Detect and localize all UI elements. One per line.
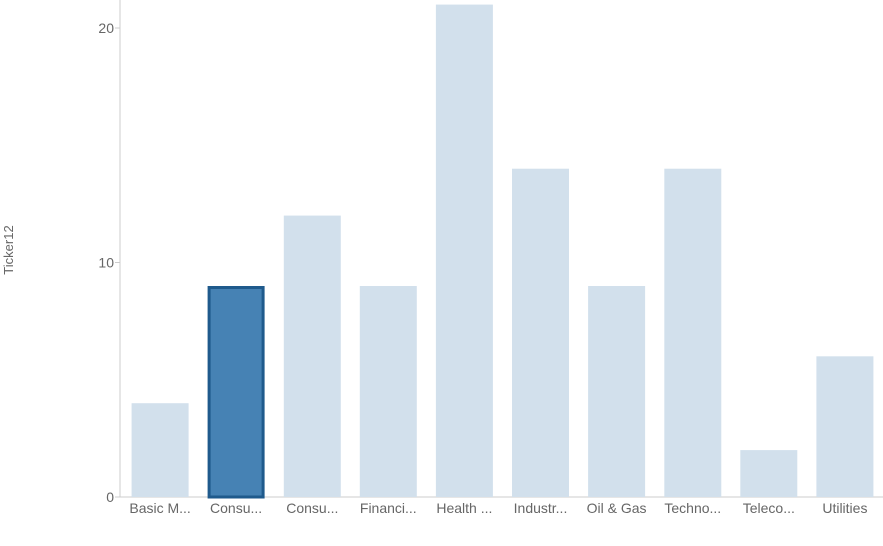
y-tick-labels: 0 10 20 (98, 20, 120, 505)
y-tick-label-0: 0 (106, 489, 114, 505)
category-label-9: Utilities (822, 500, 867, 516)
bar-1[interactable] (207, 286, 265, 499)
category-label-0: Basic M... (129, 500, 190, 516)
bar-9[interactable] (816, 356, 874, 497)
y-tick-label-1: 10 (98, 255, 114, 271)
bar-7[interactable] (664, 168, 722, 497)
category-label-8: Teleco... (743, 500, 795, 516)
category-labels: Basic M... Consu... Consu... Financi... Heal… (129, 500, 867, 516)
category-label-5: Industr... (514, 500, 568, 516)
y-tick-label-2: 20 (98, 20, 114, 36)
category-label-1: Consu... (210, 500, 262, 516)
bar-4[interactable] (435, 4, 493, 497)
bar-3[interactable] (359, 286, 417, 497)
bar-6[interactable] (588, 286, 646, 497)
bar-2[interactable] (283, 215, 341, 497)
category-label-4: Health ... (436, 500, 492, 516)
category-label-6: Oil & Gas (587, 500, 647, 516)
category-label-7: Techno... (664, 500, 721, 516)
bars (131, 4, 874, 499)
y-axis-title: Ticker12 (1, 225, 16, 274)
bar-5[interactable] (512, 168, 569, 497)
bar-0[interactable] (131, 403, 189, 497)
bar-8[interactable] (740, 450, 798, 497)
category-label-3: Financi... (360, 500, 417, 516)
category-label-2: Consu... (286, 500, 338, 516)
